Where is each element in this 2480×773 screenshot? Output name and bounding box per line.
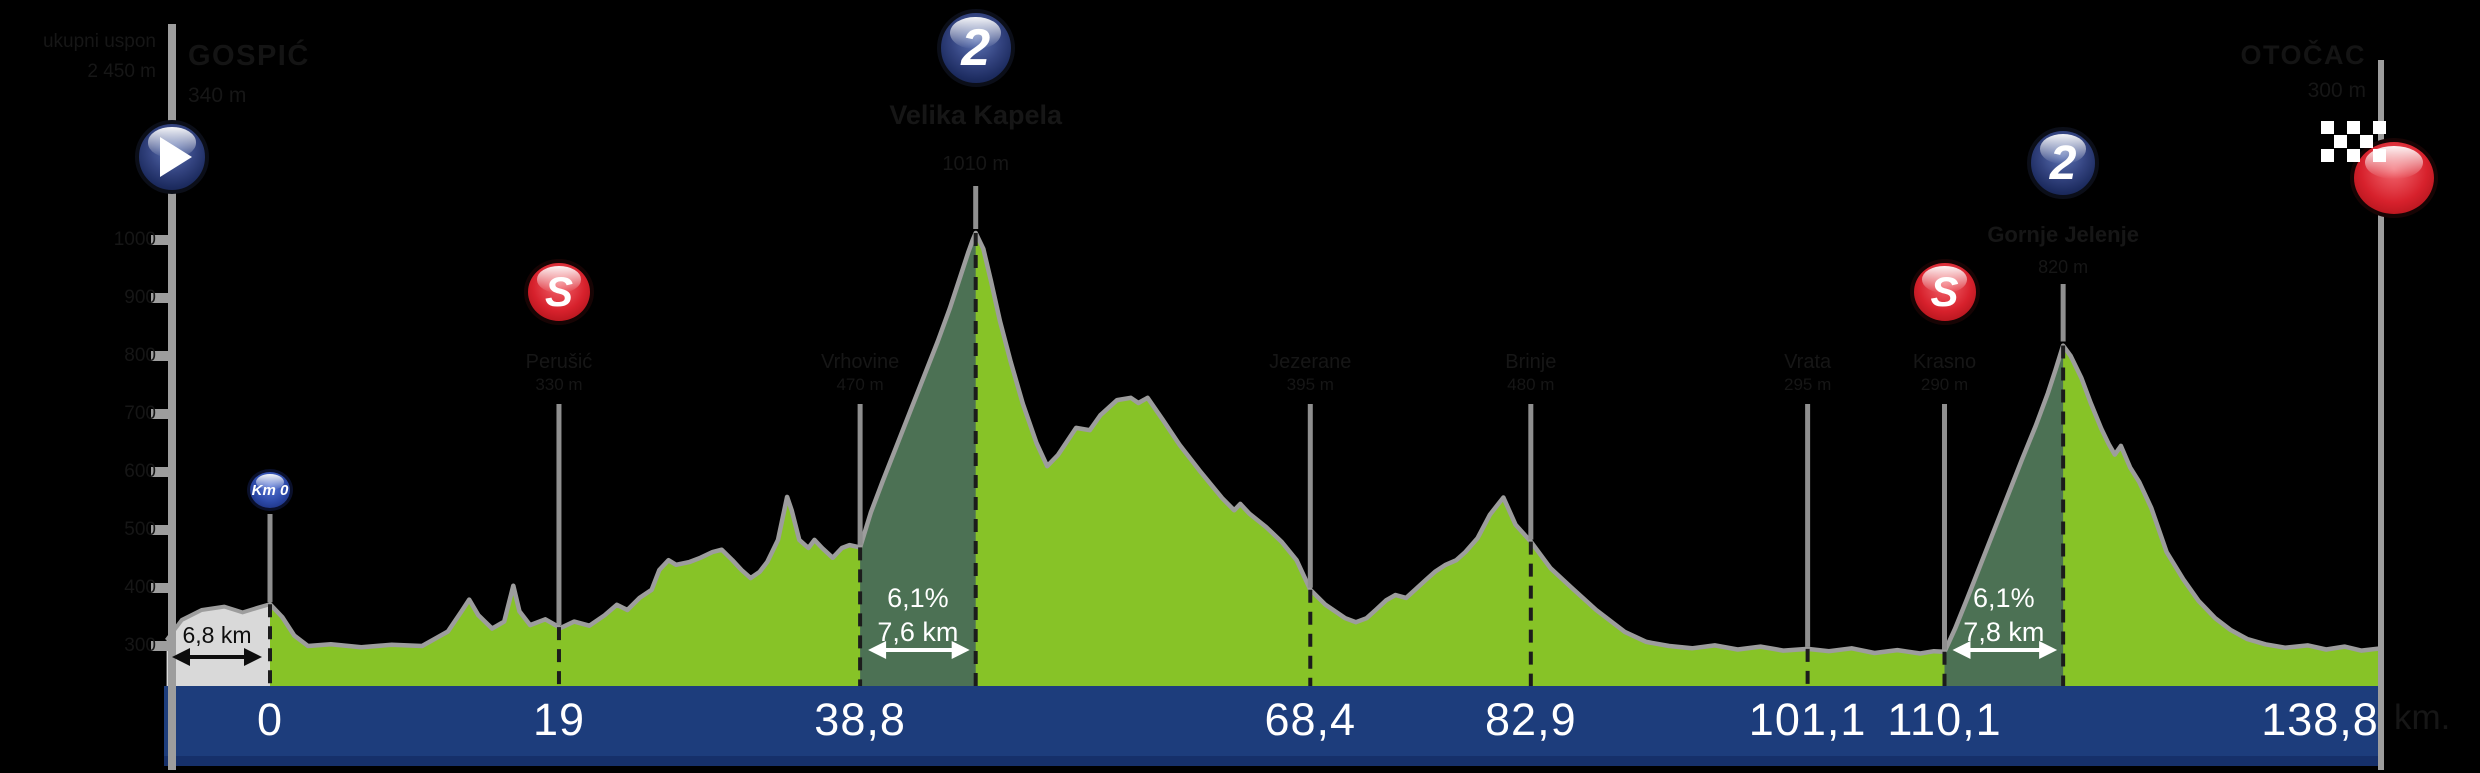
bar-km-number: 38,8 bbox=[814, 694, 906, 745]
sprint-badge: S bbox=[523, 259, 594, 325]
sprint-badge: S bbox=[1909, 259, 1980, 325]
climb-gradient-length: 7,8 km bbox=[1963, 617, 2045, 647]
finish-town-name: OTOČAC bbox=[2240, 40, 2366, 70]
sprint-altitude: 290 m bbox=[1920, 375, 1969, 394]
profile-outline bbox=[267, 230, 2384, 656]
waypoint-altitude: 470 m bbox=[836, 375, 884, 394]
arrow-head-right bbox=[2039, 641, 2058, 659]
y-axis-tick bbox=[151, 525, 172, 535]
km0-badge-label: Km 0 bbox=[251, 481, 289, 499]
y-axis-tick bbox=[151, 293, 172, 303]
category-2-badge: 2 bbox=[2027, 127, 2100, 199]
arrow-head-right bbox=[951, 641, 970, 659]
bar-km-number: 68,4 bbox=[1264, 694, 1357, 745]
waypoint-name: Jezerane bbox=[1269, 351, 1352, 373]
waypoint-name: Brinje bbox=[1505, 351, 1557, 373]
waypoint-altitude: 395 m bbox=[1286, 375, 1334, 394]
category-2-badge-number: 2 bbox=[2049, 136, 2077, 190]
waypoint-altitude: 295 m bbox=[1783, 375, 1832, 394]
distance-bar-shadow bbox=[164, 756, 2381, 766]
waypoint-label: Brinje 480 m bbox=[1505, 350, 1556, 396]
climb-name: Velika Kapela bbox=[889, 100, 1062, 130]
sprint-altitude: 330 m bbox=[535, 375, 583, 394]
neutral-zone-length: 6,8 km bbox=[182, 622, 252, 648]
finish-checkered-flag-icon bbox=[2321, 121, 2438, 218]
start-play-icon bbox=[135, 120, 209, 194]
finish-altitude: 300 m bbox=[2307, 79, 2366, 102]
arrow-head-left bbox=[172, 648, 190, 666]
waypoint-label: Jezerane 395 m bbox=[1269, 350, 1351, 396]
arrow-head-right bbox=[244, 648, 262, 666]
distance-unit-label: km. bbox=[2394, 698, 2451, 737]
start-altitude: 340 m bbox=[188, 84, 247, 107]
climb-label: Velika Kapela 1010 m bbox=[889, 100, 1062, 176]
climb-gradient-length: 7,6 km bbox=[877, 617, 959, 647]
climb-gradient-percent: 6,1% bbox=[1973, 583, 2035, 613]
y-axis-tick bbox=[151, 351, 172, 361]
bar-km-number: 138,8 bbox=[2261, 694, 2379, 745]
y-axis-tick bbox=[151, 409, 172, 419]
axis-title-line2: 2 450 m bbox=[87, 61, 156, 82]
sprint-badge-letter: S bbox=[544, 268, 573, 315]
distance-bar bbox=[164, 686, 2381, 766]
waypoint-name: Vrhovine bbox=[820, 351, 900, 373]
play-triangle-icon bbox=[159, 137, 192, 177]
bar-km-number: 82,9 bbox=[1485, 694, 1577, 745]
climb-gradient-percent: 6,1% bbox=[887, 583, 949, 613]
elevation-area bbox=[270, 233, 2381, 700]
axis-title-line1: ukupni uspon bbox=[42, 31, 156, 52]
y-axis-tick bbox=[151, 583, 172, 593]
category-2-badge: 2 bbox=[936, 9, 1015, 87]
waypoint-label: Vrhovine 470 m bbox=[821, 350, 899, 396]
sprint-name: Perušić bbox=[525, 351, 593, 373]
y-axis-label: 600 bbox=[124, 461, 156, 482]
y-axis-tick bbox=[151, 641, 172, 651]
sprint-name: Krasno bbox=[1912, 351, 1977, 373]
arrow-head-left bbox=[868, 641, 887, 659]
y-axis-label: 400 bbox=[124, 577, 156, 598]
y-axis-label: 1000 bbox=[113, 229, 156, 250]
waypoint-name: Vrata bbox=[1784, 351, 1832, 373]
waypoint-altitude: 480 m bbox=[1507, 375, 1555, 394]
bar-km-number: 101,1 bbox=[1748, 694, 1867, 745]
y-axis-label: 900 bbox=[124, 287, 156, 308]
bar-km-number: 0 bbox=[256, 694, 284, 745]
sprint-label: Krasno 290 m bbox=[1913, 350, 1976, 396]
y-axis-label: 300 bbox=[124, 635, 156, 656]
finish-block: OTOČAC 300 m bbox=[2066, 40, 2366, 103]
km0-badge: Km 0 bbox=[247, 469, 293, 511]
sprint-label: Perušić 330 m bbox=[526, 350, 593, 396]
y-axis-label: 700 bbox=[124, 403, 156, 424]
y-axis-tick bbox=[151, 467, 172, 477]
y-axis-label: 800 bbox=[124, 345, 156, 366]
climb-label: Gornje Jelenje 820 m bbox=[1987, 222, 2139, 278]
checker-pattern-icon bbox=[2321, 121, 2386, 162]
sprint-badge-letter: S bbox=[1930, 268, 1959, 315]
category-2-badge-number: 2 bbox=[961, 19, 991, 77]
climb-altitude: 1010 m bbox=[942, 153, 1010, 175]
climb-name: Gornje Jelenje bbox=[1987, 222, 2139, 247]
waypoint-label: Vrata 295 m bbox=[1784, 350, 1831, 396]
y-axis-label: 500 bbox=[124, 519, 156, 540]
climb-gradient-band bbox=[860, 233, 976, 700]
arrow-head-left bbox=[1952, 641, 1971, 659]
start-town-name: GOSPIĆ bbox=[188, 40, 310, 72]
neutral-outline bbox=[164, 602, 271, 642]
y-axis-tick bbox=[151, 235, 172, 245]
climb-altitude: 820 m bbox=[2038, 257, 2089, 277]
bar-km-number: 110,1 bbox=[1887, 694, 2002, 745]
bar-km-number: 19 bbox=[532, 694, 585, 745]
neutral-zone-area bbox=[166, 604, 270, 700]
